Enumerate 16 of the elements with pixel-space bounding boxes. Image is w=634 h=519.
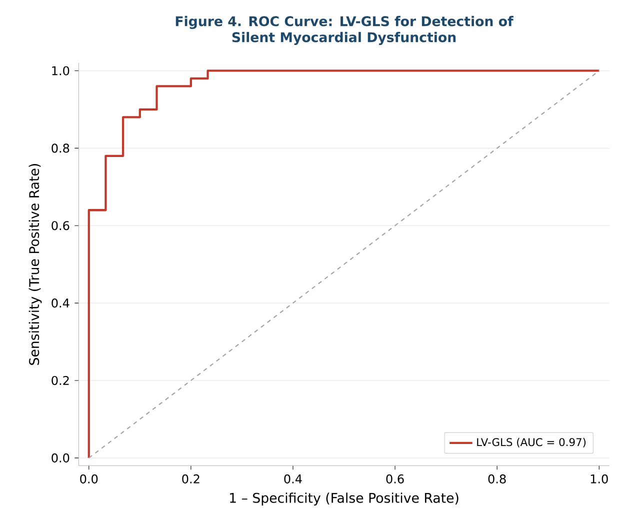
- x-tick-label: 0.8: [488, 474, 506, 484]
- y-tick-label: 0.4: [52, 298, 70, 308]
- y-tick-label: 0.6: [52, 221, 70, 230]
- x-tick-label: 0.0: [80, 474, 98, 484]
- x-tick-label: 0.6: [386, 474, 404, 484]
- y-tick-label: 0.8: [52, 144, 70, 153]
- x-tick-label: 0.4: [284, 474, 302, 484]
- x-tick-label: 0.2: [182, 474, 200, 484]
- chart-title: Figure 4. ROC Curve: LV-GLS for Detection of Silent Myocardial Dysfunction: [176, 16, 514, 45]
- y-axis-title: Sensitivity (True Positive Rate): [28, 164, 42, 365]
- y-tick-label: 0.2: [52, 376, 69, 386]
- legend-label: LV-GLS (AUC = 0.97): [477, 438, 586, 448]
- x-tick-label: 1.0: [590, 474, 608, 484]
- y-tick-label: 0.0: [52, 453, 70, 462]
- y-tick-label: 1.0: [52, 66, 70, 76]
- x-axis-title: 1 – Specificity (False Positive Rate): [230, 492, 458, 506]
